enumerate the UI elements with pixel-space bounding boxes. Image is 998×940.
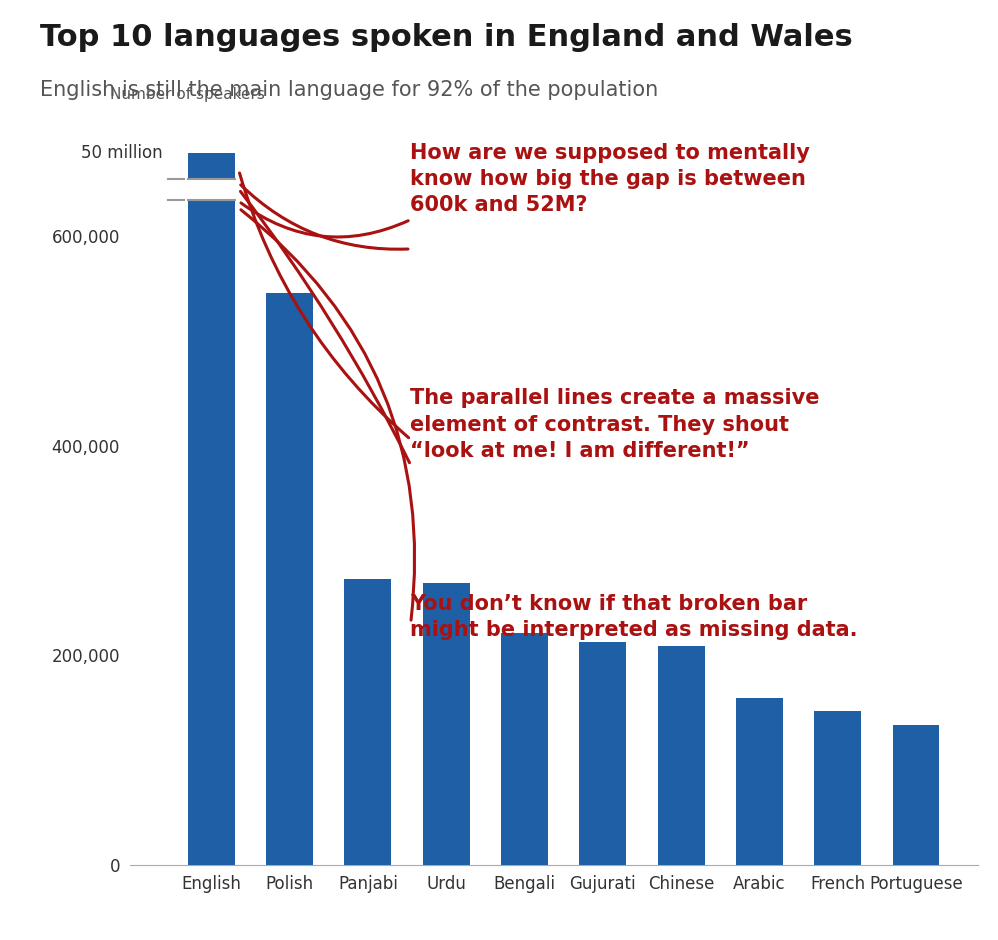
Text: Top 10 languages spoken in England and Wales: Top 10 languages spoken in England and W… (40, 24, 852, 53)
Bar (814, 711, 861, 865)
Text: Number of speakers: Number of speakers (110, 87, 264, 102)
Bar (892, 726, 939, 865)
Bar (579, 642, 627, 865)
Text: How are we supposed to mentally
know how big the gap is between
600k and 52M?: How are we supposed to mentally know how… (409, 143, 809, 215)
Text: 50 million: 50 million (81, 144, 163, 162)
Bar (188, 152, 235, 865)
Text: You don’t know if that broken bar
might be interpreted as missing data.: You don’t know if that broken bar might … (409, 593, 857, 640)
Text: The parallel lines create a massive
element of contrast. They shout
“look at me!: The parallel lines create a massive elem… (409, 388, 819, 461)
Text: English is still the main language for 92% of the population: English is still the main language for 9… (40, 80, 658, 100)
Bar (188, 179, 235, 199)
Bar (344, 579, 391, 865)
Bar (266, 293, 313, 865)
Bar (736, 698, 782, 865)
Bar (658, 646, 705, 865)
Bar (423, 583, 470, 865)
Bar (501, 634, 548, 865)
